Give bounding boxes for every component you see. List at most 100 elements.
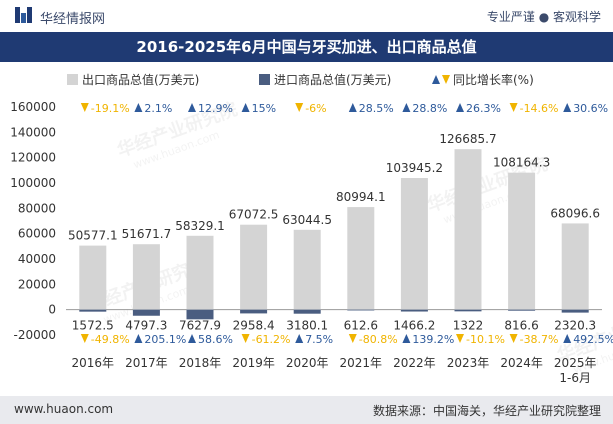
- import-growth-label: -38.7%: [520, 333, 559, 346]
- import-growth-label: 139.2%: [412, 333, 454, 346]
- import-growth-label: -80.8%: [359, 333, 398, 346]
- legend-swatch-import: [259, 74, 270, 85]
- y-tick-label: 40000: [18, 252, 56, 266]
- brand-name: 华经情报网: [40, 12, 106, 27]
- y-tick-label: 140000: [10, 125, 56, 139]
- legend-swatch-export: [67, 74, 78, 85]
- export-growth-label: 15%: [252, 102, 276, 115]
- import-value-label: 2958.4: [233, 319, 275, 333]
- export-growth-label: -6%: [305, 102, 326, 115]
- export-growth-label: 28.5%: [359, 102, 394, 115]
- import-down-triangle-icon: [509, 334, 518, 343]
- footer-bar: www.huaon.com 数据来源：中国海关，华经产业研究院整理: [0, 396, 613, 424]
- import-down-triangle-icon: [80, 334, 89, 343]
- y-tick-label: 60000: [18, 227, 56, 241]
- import-bar: [293, 309, 321, 314]
- y-tick-label: 0: [48, 303, 56, 317]
- y-tick-label: 20000: [18, 277, 56, 291]
- export-bar: [561, 223, 589, 310]
- import-value-label: 3180.1: [286, 319, 328, 333]
- export-down-triangle-icon: [80, 103, 89, 112]
- x-tick-label: 2021年: [340, 356, 383, 370]
- export-bar: [508, 172, 536, 310]
- import-value-label: 1466.2: [393, 319, 435, 333]
- y-tick-label: 160000: [10, 100, 56, 114]
- export-growth-label: 26.3%: [466, 102, 501, 115]
- legend-label-growth: 同比增长率(%): [453, 72, 534, 87]
- import-up-triangle-icon: [402, 334, 411, 343]
- import-growth-label: 205.1%: [144, 333, 186, 346]
- import-bar: [240, 309, 268, 314]
- export-value-label: 68096.6: [550, 206, 600, 220]
- export-bar: [293, 229, 321, 310]
- export-growth-label: 30.6%: [573, 102, 608, 115]
- export-bar: [132, 244, 160, 310]
- export-value-label: 108164.3: [493, 156, 550, 170]
- export-bar: [400, 178, 428, 310]
- legend-down-triangle-icon: [442, 75, 450, 84]
- import-bar: [400, 309, 428, 312]
- import-bar: [186, 309, 214, 320]
- export-up-triangle-icon: [134, 103, 143, 112]
- import-growth-label: -49.8%: [91, 333, 130, 346]
- export-growth-label: -19.1%: [91, 102, 130, 115]
- export-up-triangle-icon: [456, 103, 464, 112]
- import-growth-label: -61.2%: [252, 333, 291, 346]
- import-growth-label: 492.5%: [573, 333, 613, 346]
- export-bar: [79, 245, 107, 310]
- export-down-triangle-icon: [509, 103, 518, 112]
- x-tick-label: 2019年: [232, 356, 275, 370]
- export-value-label: 63044.5: [282, 213, 332, 227]
- import-value-label: 816.6: [504, 319, 538, 333]
- legend-up-triangle-icon: [432, 75, 440, 84]
- logo-icon: [15, 7, 32, 23]
- export-up-triangle-icon: [241, 103, 250, 112]
- export-growth-label: -14.6%: [520, 102, 559, 115]
- export-value-label: 103945.2: [386, 161, 443, 175]
- import-value-label: 2320.3: [554, 319, 596, 333]
- import-bar: [561, 309, 589, 313]
- import-bar: [79, 309, 107, 312]
- top-bar: 华经情报网 专业严谨 ● 客观科学: [0, 0, 613, 32]
- legend-label-export: 出口商品总值(万美元): [82, 72, 199, 87]
- export-growth-label: 12.9%: [198, 102, 233, 115]
- import-up-triangle-icon: [188, 334, 196, 343]
- export-value-label: 58329.1: [175, 219, 225, 233]
- export-growth-label: 2.1%: [144, 102, 172, 115]
- import-value-label: 1322: [453, 319, 484, 333]
- import-down-triangle-icon: [456, 334, 464, 343]
- export-value-label: 80994.1: [336, 190, 386, 204]
- chart-title: 2016-2025年6月中国与牙买加进、出口商品总值: [0, 32, 613, 62]
- export-value-label: 67072.5: [229, 208, 279, 222]
- y-tick-label: -20000: [13, 328, 56, 342]
- import-up-triangle-icon: [134, 334, 143, 343]
- export-growth-label: 28.8%: [412, 102, 447, 115]
- import-down-triangle-icon: [348, 334, 357, 343]
- import-value-label: 7627.9: [179, 319, 221, 333]
- import-value-label: 1572.5: [72, 319, 114, 333]
- x-tick-label: 1-6月: [559, 371, 591, 385]
- x-tick-label: 2017年: [125, 356, 168, 370]
- export-value-label: 50577.1: [68, 229, 118, 243]
- export-bar: [454, 149, 482, 310]
- x-tick-label: 2018年: [179, 356, 222, 370]
- import-bar: [347, 309, 375, 311]
- x-tick-label: 2024年: [500, 356, 543, 370]
- y-tick-label: 100000: [10, 176, 56, 190]
- import-value-label: 612.6: [344, 319, 378, 333]
- import-growth-label: -10.1%: [466, 333, 505, 346]
- import-down-triangle-icon: [241, 334, 250, 343]
- export-down-triangle-icon: [295, 103, 304, 112]
- footer-url: www.huaon.com: [14, 402, 114, 416]
- import-growth-label: 7.5%: [305, 333, 333, 346]
- export-up-triangle-icon: [188, 103, 196, 112]
- export-bar: [240, 224, 268, 310]
- legend-label-import: 进口商品总值(万美元): [274, 72, 391, 87]
- tagline: 专业严谨 ● 客观科学: [486, 10, 601, 24]
- x-tick-label: 2022年: [393, 356, 436, 370]
- y-tick-label: 120000: [10, 151, 56, 165]
- chart: 华经产业研究院www.huaon.com华经产业研究院www.huaon.com…: [10, 72, 613, 385]
- export-value-label: 51671.7: [122, 227, 172, 241]
- export-up-triangle-icon: [402, 103, 411, 112]
